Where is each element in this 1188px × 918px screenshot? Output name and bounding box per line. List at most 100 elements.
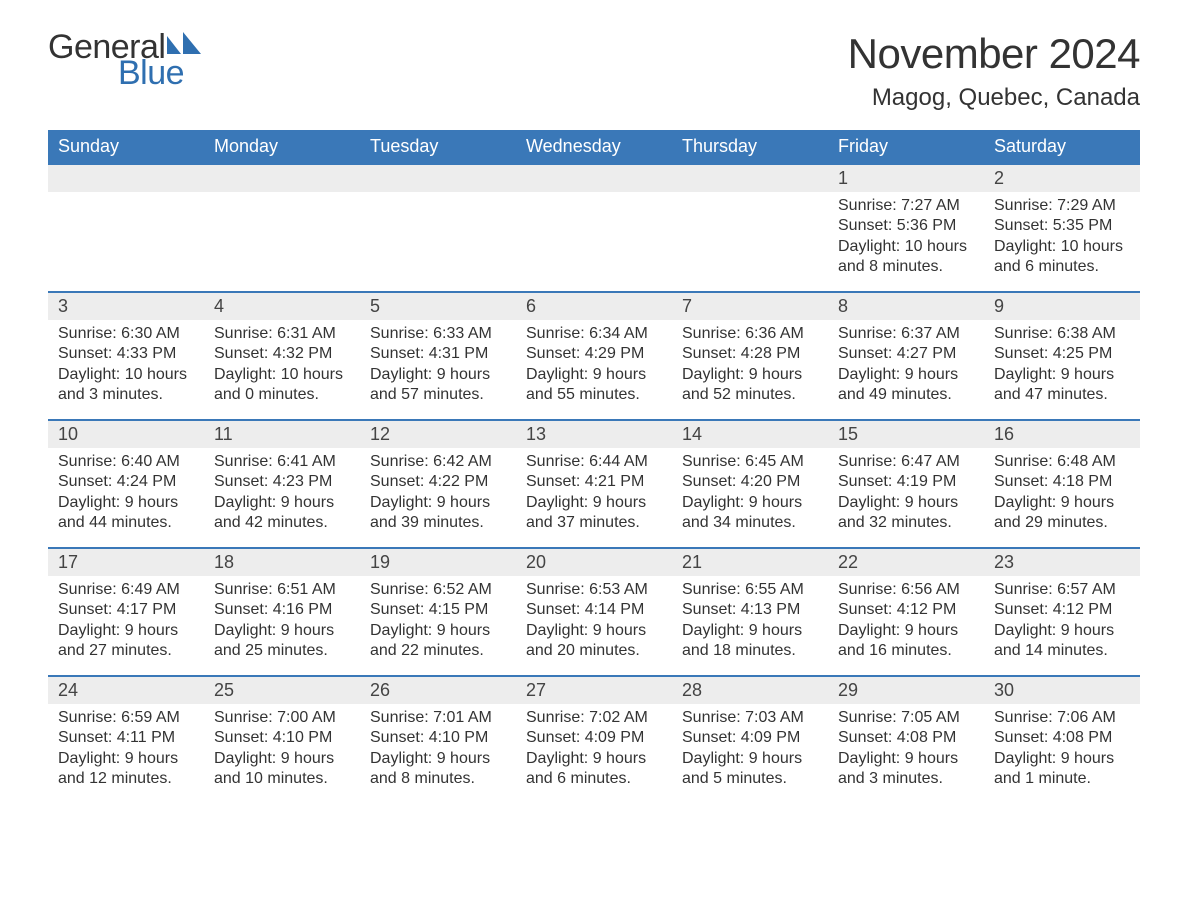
day-detail: Sunrise: 6:49 AMSunset: 4:17 PMDaylight:… [48, 576, 204, 668]
title-block: November 2024 Magog, Quebec, Canada [848, 30, 1140, 112]
day-number: 9 [984, 293, 1140, 320]
calendar-cell: 23Sunrise: 6:57 AMSunset: 4:12 PMDayligh… [984, 548, 1140, 676]
sunset-line: Sunset: 4:15 PM [370, 600, 506, 620]
sunrise-line: Sunrise: 6:51 AM [214, 580, 350, 600]
day-detail: Sunrise: 7:27 AMSunset: 5:36 PMDaylight:… [828, 192, 984, 284]
day-number: 8 [828, 293, 984, 320]
daylight-line: Daylight: 9 hours and 6 minutes. [526, 749, 662, 790]
sunset-line: Sunset: 4:28 PM [682, 344, 818, 364]
day-number: 10 [48, 421, 204, 448]
day-number: 4 [204, 293, 360, 320]
calendar-cell: 6 Sunrise: 6:34 AMSunset: 4:29 PMDaylight… [516, 292, 672, 420]
daylight-line: Daylight: 9 hours and 18 minutes. [682, 621, 818, 662]
sunset-line: Sunset: 4:09 PM [682, 728, 818, 748]
calendar-cell: 29Sunrise: 7:05 AMSunset: 4:08 PMDayligh… [828, 676, 984, 804]
calendar-cell: 12Sunrise: 6:42 AMSunset: 4:22 PMDayligh… [360, 420, 516, 548]
daylight-line: Daylight: 9 hours and 25 minutes. [214, 621, 350, 662]
sunrise-line: Sunrise: 6:31 AM [214, 324, 350, 344]
day-number: 14 [672, 421, 828, 448]
daylight-line: Daylight: 9 hours and 44 minutes. [58, 493, 194, 534]
sunrise-line: Sunrise: 6:52 AM [370, 580, 506, 600]
calendar-cell: 27Sunrise: 7:02 AMSunset: 4:09 PMDayligh… [516, 676, 672, 804]
day-detail: Sunrise: 7:00 AMSunset: 4:10 PMDaylight:… [204, 704, 360, 796]
day-number: 5 [360, 293, 516, 320]
sunset-line: Sunset: 4:14 PM [526, 600, 662, 620]
sunset-line: Sunset: 4:12 PM [838, 600, 974, 620]
sunset-line: Sunset: 4:10 PM [214, 728, 350, 748]
day-number: 22 [828, 549, 984, 576]
calendar-cell: 13Sunrise: 6:44 AMSunset: 4:21 PMDayligh… [516, 420, 672, 548]
sunset-line: Sunset: 4:27 PM [838, 344, 974, 364]
daylight-line: Daylight: 9 hours and 34 minutes. [682, 493, 818, 534]
day-number: 28 [672, 677, 828, 704]
daylight-line: Daylight: 10 hours and 8 minutes. [838, 237, 974, 278]
day-detail: Sunrise: 7:02 AMSunset: 4:09 PMDaylight:… [516, 704, 672, 796]
sunrise-line: Sunrise: 6:56 AM [838, 580, 974, 600]
sunrise-line: Sunrise: 6:48 AM [994, 452, 1130, 472]
sunset-line: Sunset: 4:08 PM [994, 728, 1130, 748]
sunrise-line: Sunrise: 6:34 AM [526, 324, 662, 344]
day-number: 3 [48, 293, 204, 320]
sunset-line: Sunset: 4:23 PM [214, 472, 350, 492]
sunrise-line: Sunrise: 6:53 AM [526, 580, 662, 600]
daylight-line: Daylight: 9 hours and 5 minutes. [682, 749, 818, 790]
daylight-line: Daylight: 9 hours and 1 minute. [994, 749, 1130, 790]
day-number [672, 165, 828, 192]
day-number: 6 [516, 293, 672, 320]
sunrise-line: Sunrise: 6:36 AM [682, 324, 818, 344]
day-number [360, 165, 516, 192]
day-header: Sunday [48, 130, 204, 164]
day-header: Monday [204, 130, 360, 164]
daylight-line: Daylight: 9 hours and 16 minutes. [838, 621, 974, 662]
day-detail: Sunrise: 6:31 AMSunset: 4:32 PMDaylight:… [204, 320, 360, 412]
calendar-cell: 21Sunrise: 6:55 AMSunset: 4:13 PMDayligh… [672, 548, 828, 676]
day-number: 25 [204, 677, 360, 704]
calendar-cell: 5Sunrise: 6:33 AMSunset: 4:31 PMDaylight… [360, 292, 516, 420]
calendar-cell: 4Sunrise: 6:31 AMSunset: 4:32 PMDaylight… [204, 292, 360, 420]
sunrise-line: Sunrise: 6:42 AM [370, 452, 506, 472]
calendar-cell: 16Sunrise: 6:48 AMSunset: 4:18 PMDayligh… [984, 420, 1140, 548]
sunrise-line: Sunrise: 6:55 AM [682, 580, 818, 600]
calendar-cell: 9Sunrise: 6:38 AMSunset: 4:25 PMDaylight… [984, 292, 1140, 420]
daylight-line: Daylight: 9 hours and 14 minutes. [994, 621, 1130, 662]
calendar-cell: 30Sunrise: 7:06 AMSunset: 4:08 PMDayligh… [984, 676, 1140, 804]
daylight-line: Daylight: 9 hours and 57 minutes. [370, 365, 506, 406]
calendar-cell [360, 164, 516, 292]
calendar-cell: 10Sunrise: 6:40 AMSunset: 4:24 PMDayligh… [48, 420, 204, 548]
calendar-cell: 15Sunrise: 6:47 AMSunset: 4:19 PMDayligh… [828, 420, 984, 548]
day-number: 19 [360, 549, 516, 576]
calendar-cell [204, 164, 360, 292]
day-header: Friday [828, 130, 984, 164]
sunrise-line: Sunrise: 7:00 AM [214, 708, 350, 728]
sunrise-line: Sunrise: 6:40 AM [58, 452, 194, 472]
calendar-cell: 25Sunrise: 7:00 AMSunset: 4:10 PMDayligh… [204, 676, 360, 804]
day-number: 23 [984, 549, 1140, 576]
sunrise-line: Sunrise: 6:41 AM [214, 452, 350, 472]
day-detail: Sunrise: 7:05 AMSunset: 4:08 PMDaylight:… [828, 704, 984, 796]
sunset-line: Sunset: 4:33 PM [58, 344, 194, 364]
daylight-line: Daylight: 9 hours and 37 minutes. [526, 493, 662, 534]
day-detail: Sunrise: 7:01 AMSunset: 4:10 PMDaylight:… [360, 704, 516, 796]
page-header: General Blue November 2024 Magog, Quebec… [48, 30, 1140, 112]
sunrise-line: Sunrise: 7:27 AM [838, 196, 974, 216]
calendar-cell: 7Sunrise: 6:36 AMSunset: 4:28 PMDaylight… [672, 292, 828, 420]
calendar-week: 1Sunrise: 7:27 AMSunset: 5:36 PMDaylight… [48, 164, 1140, 292]
sunset-line: Sunset: 4:29 PM [526, 344, 662, 364]
calendar-cell: 26Sunrise: 7:01 AMSunset: 4:10 PMDayligh… [360, 676, 516, 804]
calendar-cell [516, 164, 672, 292]
calendar-cell: 18Sunrise: 6:51 AMSunset: 4:16 PMDayligh… [204, 548, 360, 676]
day-detail: Sunrise: 6:33 AMSunset: 4:31 PMDaylight:… [360, 320, 516, 412]
sunset-line: Sunset: 4:11 PM [58, 728, 194, 748]
brand-blue: Blue [118, 56, 201, 90]
day-detail: Sunrise: 6:44 AMSunset: 4:21 PMDaylight:… [516, 448, 672, 540]
day-number: 26 [360, 677, 516, 704]
brand-logo: General Blue [48, 30, 201, 90]
day-number: 17 [48, 549, 204, 576]
daylight-line: Daylight: 9 hours and 22 minutes. [370, 621, 506, 662]
day-header: Wednesday [516, 130, 672, 164]
calendar-cell: 1Sunrise: 7:27 AMSunset: 5:36 PMDaylight… [828, 164, 984, 292]
sunrise-line: Sunrise: 6:38 AM [994, 324, 1130, 344]
sunrise-line: Sunrise: 7:01 AM [370, 708, 506, 728]
daylight-line: Daylight: 9 hours and 55 minutes. [526, 365, 662, 406]
day-detail: Sunrise: 6:57 AMSunset: 4:12 PMDaylight:… [984, 576, 1140, 668]
